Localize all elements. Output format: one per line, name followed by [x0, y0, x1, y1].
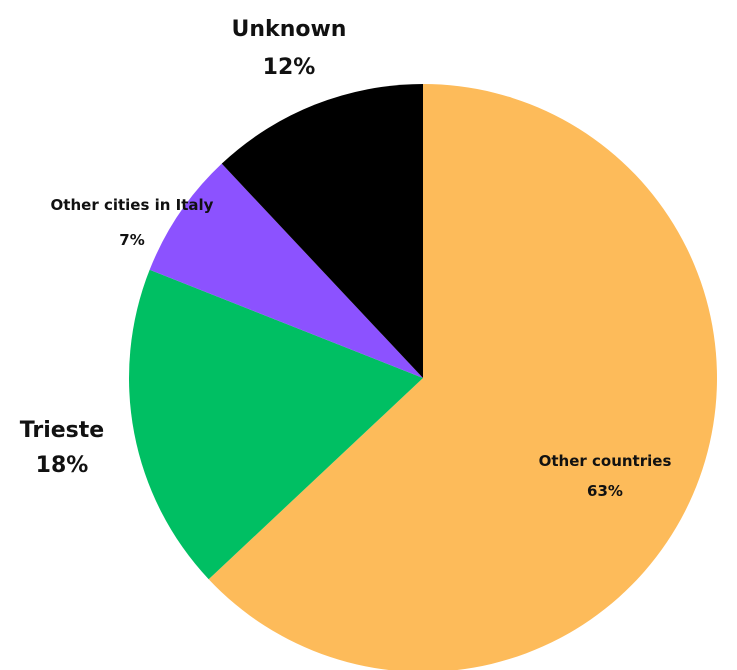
- slice-label-trieste: Trieste: [20, 418, 104, 443]
- slice-value-label-other-cities-in-italy: 7%: [119, 231, 144, 249]
- pie-slice-trieste: [129, 269, 423, 580]
- pie-slice-other-countries: [208, 84, 717, 670]
- slice-value-label-unknown: 12%: [263, 55, 316, 80]
- pie-slice-unknown: [221, 84, 423, 378]
- slice-value-label-other-countries: 63%: [587, 482, 623, 500]
- slice-label-other-countries: Other countries: [539, 452, 672, 470]
- slice-label-other-cities-in-italy: Other cities in Italy: [51, 196, 214, 214]
- pie-slices: [129, 84, 717, 670]
- pie-slice-other-cities-in-italy: [149, 163, 424, 378]
- slice-label-unknown: Unknown: [232, 17, 347, 42]
- slice-value-label-trieste: 18%: [36, 453, 89, 478]
- pie-labels: Other countries 63% Trieste 18% Other cities…: [20, 17, 672, 500]
